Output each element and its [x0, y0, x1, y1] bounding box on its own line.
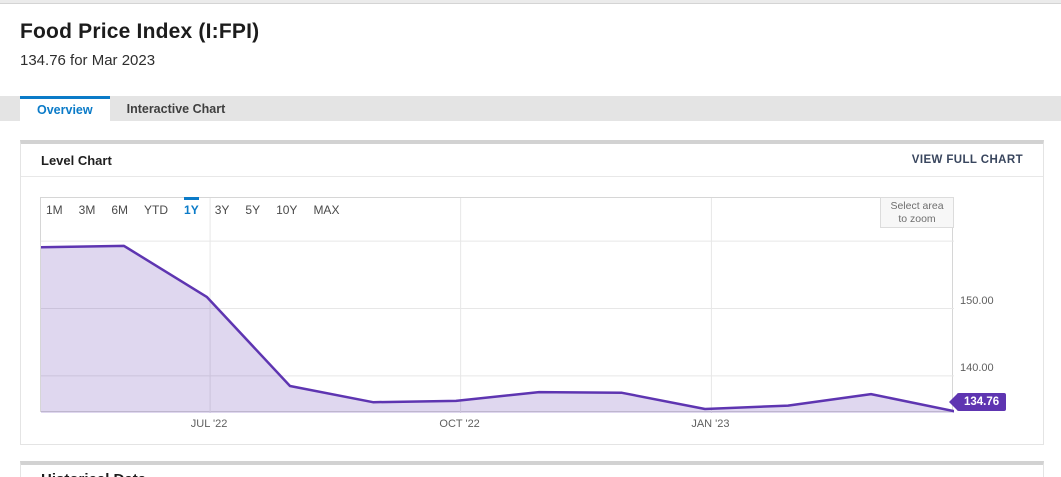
- range-button-3m[interactable]: 3M: [78, 203, 96, 217]
- series-line: [41, 244, 954, 413]
- current-value-subtitle: 134.76 for Mar 2023: [20, 52, 156, 69]
- range-button-10y[interactable]: 10Y: [276, 203, 298, 217]
- level-chart-header: Level Chart VIEW FULL CHART: [21, 144, 1043, 177]
- select-area-to-zoom-button[interactable]: Select area to zoom: [880, 197, 954, 228]
- view-full-chart-link[interactable]: VIEW FULL CHART: [911, 154, 1023, 166]
- area-chart-svg[interactable]: [41, 198, 954, 413]
- range-button-5y[interactable]: 5Y: [245, 203, 261, 217]
- range-selector: 1M 3M 6M YTD 1Y 3Y 5Y 10Y MAX: [46, 197, 339, 225]
- tab-interactive-chart[interactable]: Interactive Chart: [126, 101, 226, 116]
- page-title: Food Price Index (I:FPI): [20, 20, 260, 43]
- badge-arrow-icon: [949, 393, 958, 411]
- x-axis-label: JAN '23: [691, 418, 730, 430]
- level-chart-card: Level Chart VIEW FULL CHART 1M 3M 6M YTD 1Y 3…: [20, 140, 1044, 445]
- tab-bar: Overview Interactive Chart: [0, 96, 1061, 121]
- range-button-1y[interactable]: 1Y: [184, 197, 199, 225]
- historical-data-title: Historical Data: [41, 471, 1023, 477]
- select-area-to-zoom-line1: Select area: [890, 200, 944, 212]
- chart-area: 1M 3M 6M YTD 1Y 3Y 5Y 10Y MAX Select area to zoo…: [21, 177, 1043, 445]
- badge-value: 134.76: [957, 393, 1007, 411]
- y-axis-label: 150.00: [960, 294, 994, 307]
- range-button-max[interactable]: MAX: [313, 203, 340, 217]
- tab-overview[interactable]: Overview: [20, 96, 110, 121]
- x-axis-label: OCT '22: [439, 418, 480, 430]
- range-button-6m[interactable]: 6M: [111, 203, 129, 217]
- historical-data-card: Historical Data: [20, 461, 1044, 477]
- level-chart-title: Level Chart: [41, 152, 112, 168]
- top-border-strip: [0, 0, 1061, 4]
- current-value-badge: 134.76: [949, 393, 1007, 411]
- range-button-1m[interactable]: 1M: [46, 203, 63, 217]
- range-button-ytd[interactable]: YTD: [144, 203, 169, 217]
- x-axis-label: JUL '22: [190, 418, 228, 430]
- select-area-to-zoom-line2: to zoom: [898, 213, 936, 225]
- area-chart-plot[interactable]: [40, 197, 954, 413]
- range-button-3y[interactable]: 3Y: [214, 203, 230, 217]
- area-fill: [41, 245, 954, 413]
- y-axis-label: 140.00: [960, 361, 994, 374]
